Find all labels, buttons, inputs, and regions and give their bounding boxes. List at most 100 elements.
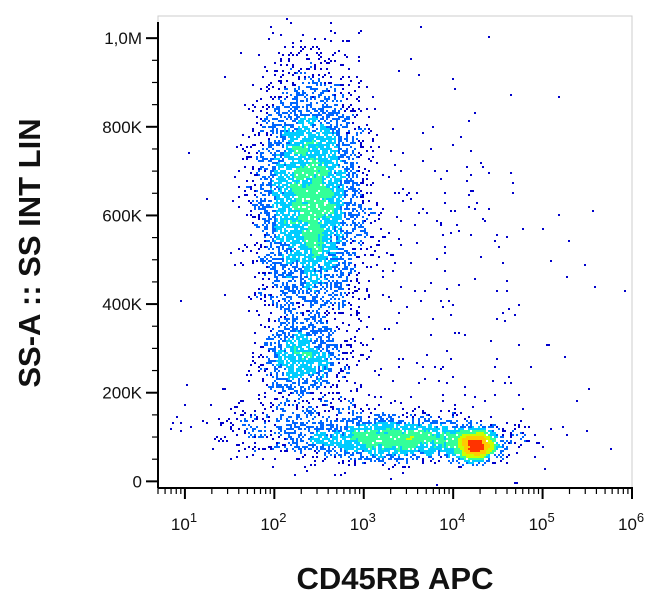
event-dot (296, 128, 298, 130)
event-dot (360, 194, 362, 196)
event-dot (274, 424, 276, 426)
event-dot (302, 202, 304, 204)
event-dot (290, 94, 292, 96)
event-dot (380, 416, 382, 418)
event-dot (288, 130, 290, 132)
event-dot (422, 132, 424, 134)
event-dot (306, 248, 308, 250)
event-dot (300, 220, 302, 222)
event-dot (324, 288, 326, 290)
event-dot (384, 428, 386, 430)
event-dot (250, 250, 252, 252)
event-dot (294, 190, 296, 192)
event-dot (338, 262, 340, 264)
event-dot (266, 228, 268, 230)
event-dot (312, 328, 314, 330)
event-dot (324, 268, 326, 270)
event-dot (302, 232, 304, 234)
event-dot (292, 290, 294, 292)
event-dot (286, 352, 288, 354)
event-dot (304, 212, 306, 214)
event-dot (310, 164, 312, 166)
event-dot (348, 174, 350, 176)
event-dot (244, 194, 246, 196)
event-dot (314, 226, 316, 228)
event-dot (290, 428, 292, 430)
event-dot (310, 370, 312, 372)
event-dot (350, 268, 352, 270)
event-dot (276, 220, 278, 222)
event-dot (334, 172, 336, 174)
event-dot (302, 248, 304, 250)
event-dot (316, 154, 318, 156)
event-dot (340, 176, 342, 178)
event-dot (280, 180, 282, 182)
event-dot (334, 156, 336, 158)
event-dot (322, 196, 324, 198)
event-dot (288, 58, 290, 60)
event-dot (286, 186, 288, 188)
event-dot (326, 268, 328, 270)
event-dot (488, 426, 490, 428)
event-dot (336, 118, 338, 120)
event-dot (304, 76, 306, 78)
event-dot (334, 302, 336, 304)
event-dot (346, 202, 348, 204)
event-dot (316, 330, 318, 332)
event-dot (358, 170, 360, 172)
event-dot (290, 190, 292, 192)
event-dot (336, 130, 338, 132)
event-dot (328, 182, 330, 184)
event-dot (330, 402, 332, 404)
event-dot (318, 160, 320, 162)
event-dot (350, 142, 352, 144)
event-dot (326, 146, 328, 148)
event-dot (334, 222, 336, 224)
event-dot (274, 270, 276, 272)
event-dot (328, 424, 330, 426)
event-dot (320, 208, 322, 210)
event-dot (316, 152, 318, 154)
event-dot (322, 152, 324, 154)
event-dot (392, 426, 394, 428)
event-dot (248, 186, 250, 188)
event-dot (352, 222, 354, 224)
event-dot (312, 426, 314, 428)
event-dot (304, 116, 306, 118)
event-dot (308, 248, 310, 250)
event-dot (358, 32, 360, 34)
event-dot (278, 180, 280, 182)
event-dot (374, 212, 376, 214)
event-dot (272, 338, 274, 340)
event-dot (290, 358, 292, 360)
event-dot (314, 236, 316, 238)
event-dot (338, 268, 340, 270)
event-dot (258, 292, 260, 294)
event-dot (304, 198, 306, 200)
event-dot (422, 428, 424, 430)
event-dot (322, 364, 324, 366)
event-dot (268, 260, 270, 262)
event-dot (288, 246, 290, 248)
event-dot (264, 288, 266, 290)
event-dot (332, 218, 334, 220)
event-dot (296, 262, 298, 264)
event-dot (324, 256, 326, 258)
event-dot (326, 278, 328, 280)
event-dot (292, 82, 294, 84)
event-dot (344, 242, 346, 244)
event-dot (322, 352, 324, 354)
event-dot (282, 410, 284, 412)
event-dot (304, 340, 306, 342)
event-dot (326, 160, 328, 162)
event-dot (366, 184, 368, 186)
event-dot (306, 410, 308, 412)
event-dot (344, 126, 346, 128)
event-dot (280, 358, 282, 360)
event-dot (308, 406, 310, 408)
event-dot (306, 114, 308, 116)
event-dot (384, 426, 386, 428)
event-dot (330, 426, 332, 428)
event-dot (306, 266, 308, 268)
event-dot (334, 96, 336, 98)
